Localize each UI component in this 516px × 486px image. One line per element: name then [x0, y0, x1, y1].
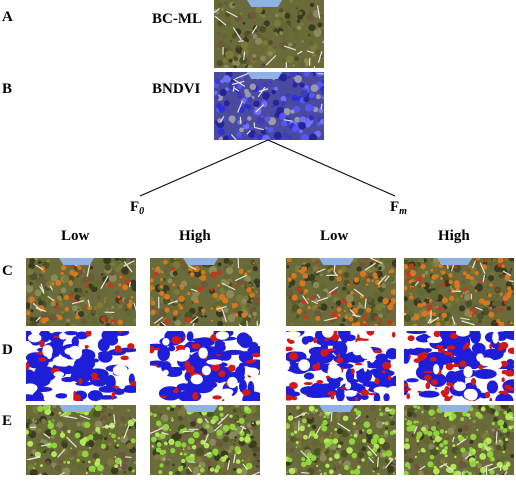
row-letter-a: A — [2, 9, 13, 25]
image-c-f0-high — [150, 258, 260, 326]
row-letter-c: C — [2, 263, 13, 279]
image-bndvi — [214, 72, 324, 140]
label-fm: Fm — [390, 200, 407, 219]
image-d-fm-high — [404, 331, 514, 401]
label-f0-sub: 0 — [139, 206, 145, 217]
column-header-fm-low: Low — [320, 228, 349, 244]
row-letter-d: D — [2, 342, 13, 358]
image-d-f0-low — [26, 331, 136, 401]
image-d-f0-high — [150, 331, 260, 401]
label-f0-main: F — [130, 199, 140, 215]
image-c-fm-high — [404, 258, 514, 326]
label-f0: F0 — [130, 200, 144, 219]
column-header-fm-high: High — [438, 228, 470, 244]
branch-line-left — [139, 139, 269, 197]
column-header-f0-high: High — [179, 228, 211, 244]
image-c-fm-low — [286, 258, 396, 326]
label-fm-main: F — [390, 199, 400, 215]
label-bc-ml: BC-ML — [152, 11, 202, 27]
branch-line-right — [267, 139, 396, 197]
image-c-f0-low — [26, 258, 136, 326]
label-fm-sub: m — [399, 206, 407, 217]
image-e-f0-low — [26, 405, 136, 475]
image-e-f0-high — [150, 405, 260, 475]
column-header-f0-low: Low — [61, 228, 90, 244]
image-d-fm-low — [286, 331, 396, 401]
row-letter-b: B — [2, 81, 13, 97]
image-e-fm-low — [286, 405, 396, 475]
image-bc-ml — [214, 0, 324, 68]
row-letter-e: E — [2, 413, 13, 429]
image-e-fm-high — [404, 405, 514, 475]
label-bndvi: BNDVI — [152, 81, 201, 97]
